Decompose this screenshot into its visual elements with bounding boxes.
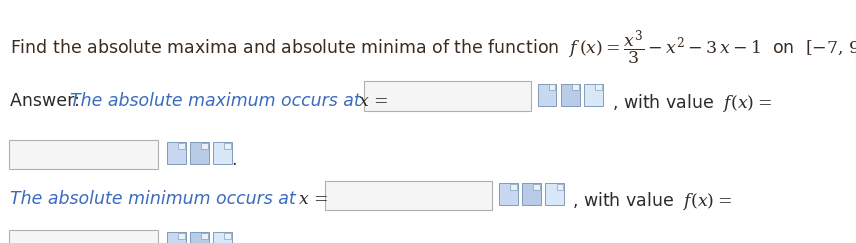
FancyBboxPatch shape [201, 233, 208, 239]
Text: The absolute minimum occurs at: The absolute minimum occurs at [10, 190, 301, 208]
FancyBboxPatch shape [538, 84, 556, 106]
FancyBboxPatch shape [595, 84, 602, 90]
Text: The absolute maximum occurs at: The absolute maximum occurs at [70, 92, 366, 110]
FancyBboxPatch shape [224, 233, 231, 239]
Text: Answer:: Answer: [10, 92, 86, 110]
FancyBboxPatch shape [224, 143, 231, 149]
Text: , with value  $f(x) =$: , with value $f(x) =$ [612, 92, 772, 114]
FancyBboxPatch shape [549, 84, 556, 90]
FancyBboxPatch shape [178, 233, 185, 239]
FancyBboxPatch shape [584, 84, 603, 106]
FancyBboxPatch shape [499, 183, 518, 205]
FancyBboxPatch shape [533, 184, 540, 190]
FancyBboxPatch shape [167, 142, 186, 164]
FancyBboxPatch shape [190, 232, 209, 243]
FancyBboxPatch shape [213, 142, 232, 164]
FancyBboxPatch shape [561, 84, 580, 106]
Text: .: . [231, 233, 236, 243]
FancyBboxPatch shape [556, 184, 563, 190]
Text: $x\,=$: $x\,=$ [358, 92, 389, 110]
Text: Find the absolute maxima and absolute minima of the function  $f\,(x) = \dfrac{x: Find the absolute maxima and absolute mi… [10, 29, 856, 69]
FancyBboxPatch shape [325, 181, 492, 210]
FancyBboxPatch shape [364, 81, 531, 111]
FancyBboxPatch shape [178, 143, 185, 149]
FancyBboxPatch shape [522, 183, 541, 205]
FancyBboxPatch shape [167, 232, 186, 243]
FancyBboxPatch shape [572, 84, 579, 90]
FancyBboxPatch shape [201, 143, 208, 149]
FancyBboxPatch shape [545, 183, 564, 205]
Text: .: . [231, 151, 236, 169]
FancyBboxPatch shape [510, 184, 517, 190]
Text: , with value  $f(x) =$: , with value $f(x) =$ [572, 190, 732, 212]
FancyBboxPatch shape [9, 140, 158, 169]
Text: $x\,=$: $x\,=$ [298, 190, 329, 208]
FancyBboxPatch shape [213, 232, 232, 243]
FancyBboxPatch shape [190, 142, 209, 164]
FancyBboxPatch shape [9, 230, 158, 243]
